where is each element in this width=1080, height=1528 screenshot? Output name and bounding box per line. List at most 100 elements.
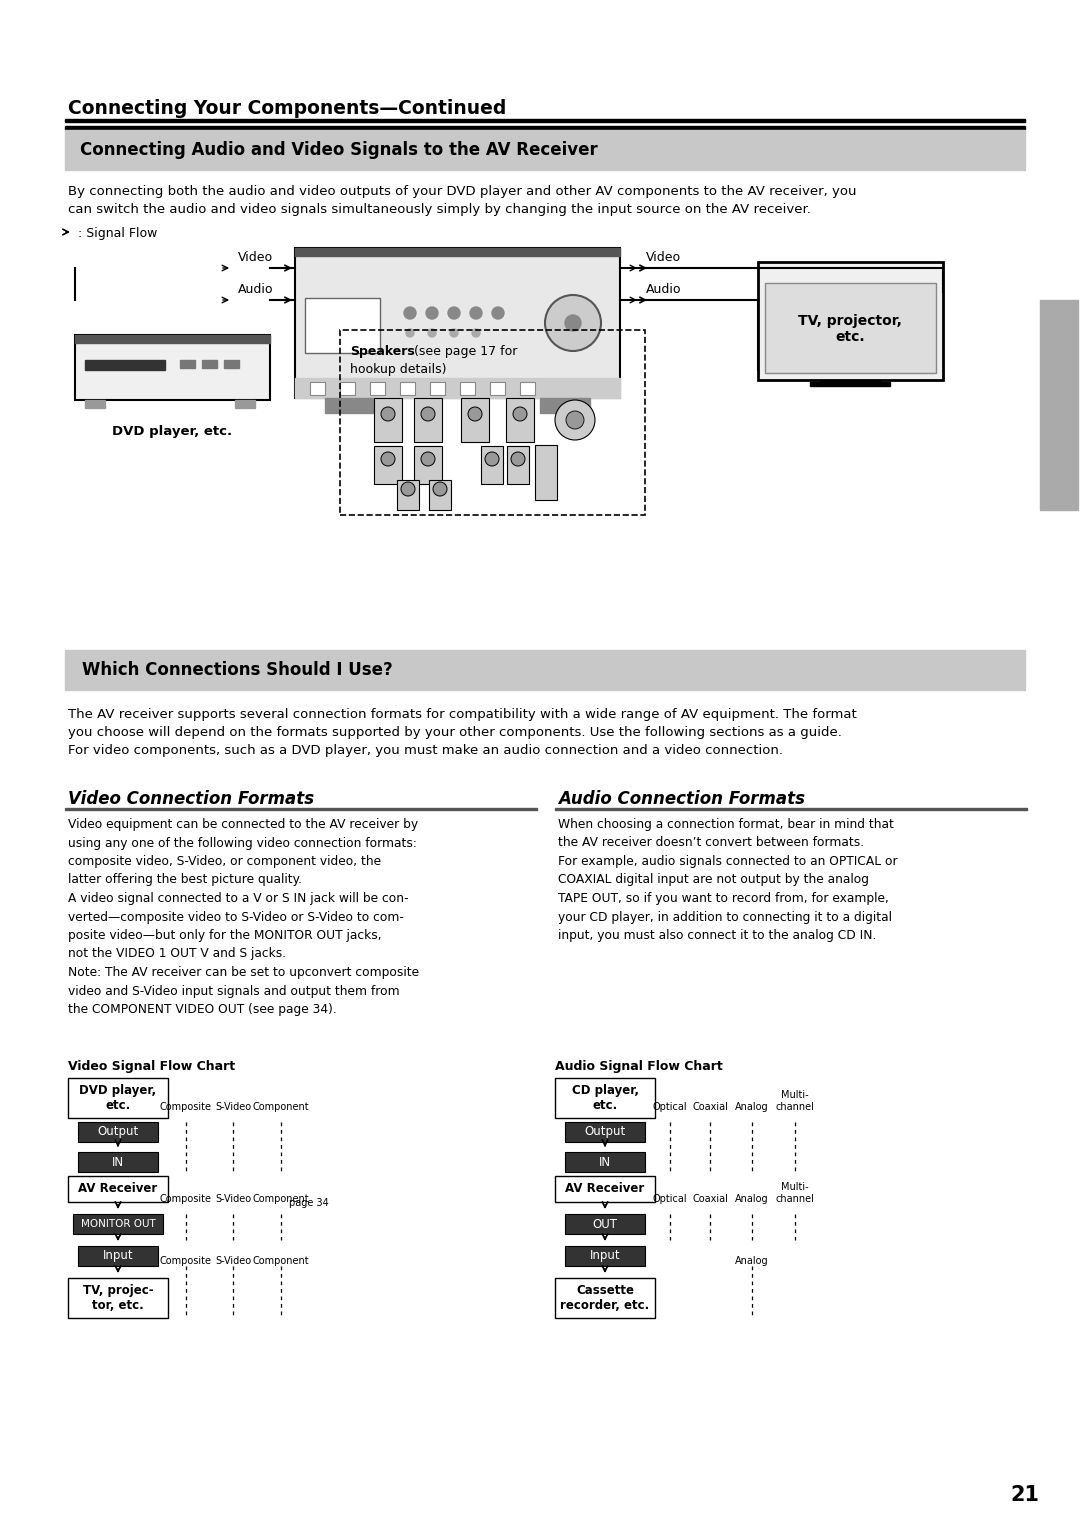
Bar xyxy=(555,1077,654,1118)
Bar xyxy=(73,1215,163,1235)
Text: Speakers: Speakers xyxy=(350,345,415,358)
Text: Multi-
channel: Multi- channel xyxy=(775,1183,814,1204)
Bar xyxy=(555,1177,654,1203)
Circle shape xyxy=(421,452,435,466)
Circle shape xyxy=(566,411,584,429)
Text: Composite: Composite xyxy=(160,1256,212,1267)
Text: TV, projec-
tor, etc.: TV, projec- tor, etc. xyxy=(83,1284,153,1313)
Text: Audio: Audio xyxy=(238,283,273,296)
Text: Optical: Optical xyxy=(652,1102,687,1112)
Bar xyxy=(397,480,419,510)
Bar xyxy=(460,382,475,396)
Text: MONITOR OUT: MONITOR OUT xyxy=(81,1219,156,1229)
Circle shape xyxy=(381,452,395,466)
Bar xyxy=(202,361,217,368)
Bar xyxy=(78,1152,158,1172)
Bar xyxy=(65,649,1025,691)
Text: S-Video: S-Video xyxy=(215,1102,251,1112)
Bar xyxy=(305,298,380,353)
Text: Multi-
channel: Multi- channel xyxy=(775,1091,814,1112)
Circle shape xyxy=(426,307,438,319)
Bar xyxy=(461,397,489,442)
Bar xyxy=(295,377,620,397)
Text: IN: IN xyxy=(112,1155,124,1169)
Circle shape xyxy=(421,406,435,422)
Bar xyxy=(374,397,402,442)
Bar xyxy=(565,1245,645,1267)
Bar xyxy=(180,361,195,368)
Text: S-Video: S-Video xyxy=(215,1256,251,1267)
Circle shape xyxy=(450,329,458,338)
Text: When choosing a connection format, bear in mind that
the AV receiver doesn’t con: When choosing a connection format, bear … xyxy=(558,817,897,941)
Text: Component: Component xyxy=(253,1102,309,1112)
Bar xyxy=(565,1122,645,1141)
Bar xyxy=(310,382,325,396)
Text: Which Connections Should I Use?: Which Connections Should I Use? xyxy=(82,662,393,678)
Text: Connecting Audio and Video Signals to the AV Receiver: Connecting Audio and Video Signals to th… xyxy=(80,141,597,159)
Text: By connecting both the audio and video outputs of your DVD player and other AV c: By connecting both the audio and video o… xyxy=(68,185,856,199)
Circle shape xyxy=(448,307,460,319)
Bar xyxy=(295,248,620,257)
Circle shape xyxy=(468,406,482,422)
Text: Video equipment can be connected to the AV receiver by
using any one of the foll: Video equipment can be connected to the … xyxy=(68,817,419,1016)
Bar xyxy=(430,382,445,396)
Text: IN: IN xyxy=(599,1155,611,1169)
Bar xyxy=(765,283,936,373)
Text: Video: Video xyxy=(646,251,681,264)
Text: Component: Component xyxy=(253,1193,309,1204)
Text: Coaxial: Coaxial xyxy=(692,1102,728,1112)
Bar xyxy=(340,330,645,515)
Circle shape xyxy=(406,329,414,338)
Circle shape xyxy=(401,481,415,497)
Text: Audio Connection Formats: Audio Connection Formats xyxy=(558,790,805,808)
Bar xyxy=(75,335,270,342)
Text: DVD player,
etc.: DVD player, etc. xyxy=(80,1083,157,1112)
Circle shape xyxy=(381,406,395,422)
Text: can switch the audio and video signals simultaneously simply by changing the inp: can switch the audio and video signals s… xyxy=(68,203,811,215)
Text: DVD player, etc.: DVD player, etc. xyxy=(112,425,232,439)
Text: Audio Signal Flow Chart: Audio Signal Flow Chart xyxy=(555,1060,723,1073)
Circle shape xyxy=(565,315,581,332)
Text: 21: 21 xyxy=(1011,1485,1039,1505)
Bar xyxy=(65,125,1025,128)
Bar xyxy=(374,446,402,484)
Text: page 34: page 34 xyxy=(289,1198,328,1209)
Bar xyxy=(565,1152,645,1172)
Circle shape xyxy=(513,406,527,422)
Bar xyxy=(758,261,943,380)
Bar xyxy=(68,1177,168,1203)
Text: Analog: Analog xyxy=(735,1193,769,1204)
Text: Output: Output xyxy=(97,1126,138,1138)
Bar xyxy=(295,248,620,397)
Bar xyxy=(75,335,270,400)
Text: Input: Input xyxy=(103,1250,133,1262)
Circle shape xyxy=(511,452,525,466)
Bar xyxy=(565,1215,645,1235)
Text: For video components, such as a DVD player, you must make an audio connection an: For video components, such as a DVD play… xyxy=(68,744,783,756)
Bar xyxy=(235,400,255,408)
Bar xyxy=(85,361,165,370)
Text: Component: Component xyxy=(253,1256,309,1267)
Circle shape xyxy=(545,295,600,351)
Text: AV Receiver: AV Receiver xyxy=(565,1183,645,1195)
Text: Cassette
recorder, etc.: Cassette recorder, etc. xyxy=(561,1284,650,1313)
Bar xyxy=(85,400,105,408)
Text: AV Receiver: AV Receiver xyxy=(79,1183,158,1195)
Text: Output: Output xyxy=(584,1126,625,1138)
Text: Video Connection Formats: Video Connection Formats xyxy=(68,790,314,808)
Bar xyxy=(429,480,451,510)
Text: : Signal Flow: : Signal Flow xyxy=(78,226,158,240)
Text: Analog: Analog xyxy=(735,1102,769,1112)
Text: OUT: OUT xyxy=(593,1218,618,1230)
Text: you choose will depend on the formats supported by your other components. Use th: you choose will depend on the formats su… xyxy=(68,726,842,740)
Text: S-Video: S-Video xyxy=(215,1193,251,1204)
Bar xyxy=(507,397,534,442)
Bar xyxy=(535,445,557,500)
Bar xyxy=(400,382,415,396)
Bar xyxy=(1040,299,1078,510)
Text: Coaxial: Coaxial xyxy=(692,1193,728,1204)
Text: Input: Input xyxy=(590,1250,620,1262)
Text: The AV receiver supports several connection formats for compatibility with a wid: The AV receiver supports several connect… xyxy=(68,707,856,721)
Text: Analog: Analog xyxy=(735,1256,769,1267)
Circle shape xyxy=(404,307,416,319)
